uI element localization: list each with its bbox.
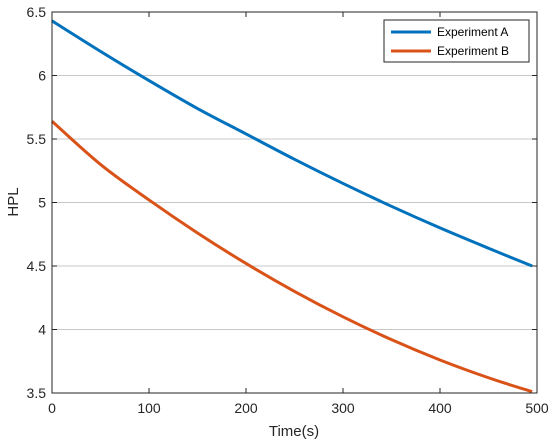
x-tick-label: 300: [331, 400, 355, 416]
y-tick-label: 5.5: [27, 131, 47, 147]
x-axis-label: Time(s): [269, 423, 319, 440]
y-tick-labels: 3.5 4 4.5 5 5.5 6 6.5: [27, 4, 47, 401]
x-tick-label: 400: [428, 400, 452, 416]
x-tick-label: 0: [48, 400, 56, 416]
x-tick-label: 500: [525, 400, 549, 416]
x-tick-label: 200: [234, 400, 258, 416]
y-tick-label: 3.5: [27, 385, 47, 401]
legend: Experiment A Experiment B: [383, 19, 530, 63]
series-line-experiment-a: [51, 19, 533, 268]
y-tick-label: 4.5: [27, 258, 47, 274]
legend-label-experiment-a: Experiment A: [437, 25, 508, 39]
axis-ticks: [51, 11, 538, 394]
series-line-experiment-b: [51, 120, 533, 394]
y-tick-label: 6.5: [27, 4, 47, 20]
y-tick-label: 4: [38, 322, 46, 338]
legend-box: [383, 19, 530, 63]
x-tick-label: 100: [137, 400, 161, 416]
y-axis-label: HPL: [5, 187, 22, 216]
y-tick-label: 5: [38, 195, 46, 211]
legend-label-experiment-b: Experiment B: [437, 44, 509, 58]
series-layer: [51, 19, 533, 394]
y-tick-label: 6: [38, 68, 46, 84]
x-tick-labels: 0 100 200 300 400 500: [48, 400, 549, 416]
